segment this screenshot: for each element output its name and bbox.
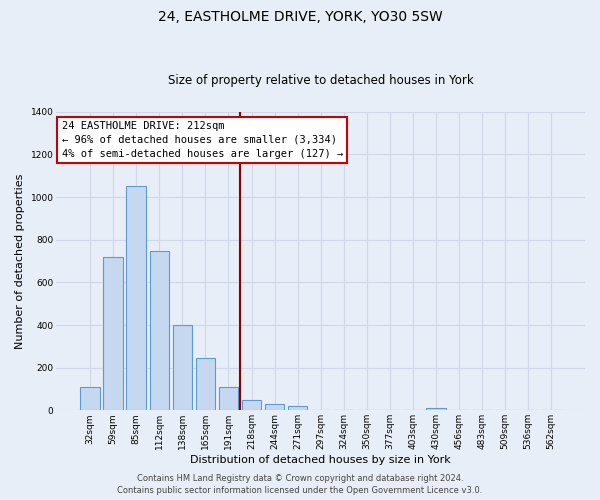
Bar xyxy=(218,387,238,410)
Bar xyxy=(426,408,446,410)
Bar xyxy=(80,388,100,410)
Bar xyxy=(265,404,284,410)
Bar xyxy=(242,400,262,410)
Bar xyxy=(103,257,123,410)
Text: 24, EASTHOLME DRIVE, YORK, YO30 5SW: 24, EASTHOLME DRIVE, YORK, YO30 5SW xyxy=(158,10,442,24)
Text: Contains HM Land Registry data © Crown copyright and database right 2024.
Contai: Contains HM Land Registry data © Crown c… xyxy=(118,474,482,495)
Bar xyxy=(149,251,169,410)
Y-axis label: Number of detached properties: Number of detached properties xyxy=(15,174,25,348)
Bar xyxy=(173,325,192,410)
Bar xyxy=(127,186,146,410)
Bar xyxy=(288,406,307,410)
Title: Size of property relative to detached houses in York: Size of property relative to detached ho… xyxy=(168,74,473,87)
Bar xyxy=(196,358,215,410)
Text: 24 EASTHOLME DRIVE: 212sqm
← 96% of detached houses are smaller (3,334)
4% of se: 24 EASTHOLME DRIVE: 212sqm ← 96% of deta… xyxy=(62,120,343,158)
X-axis label: Distribution of detached houses by size in York: Distribution of detached houses by size … xyxy=(190,455,451,465)
